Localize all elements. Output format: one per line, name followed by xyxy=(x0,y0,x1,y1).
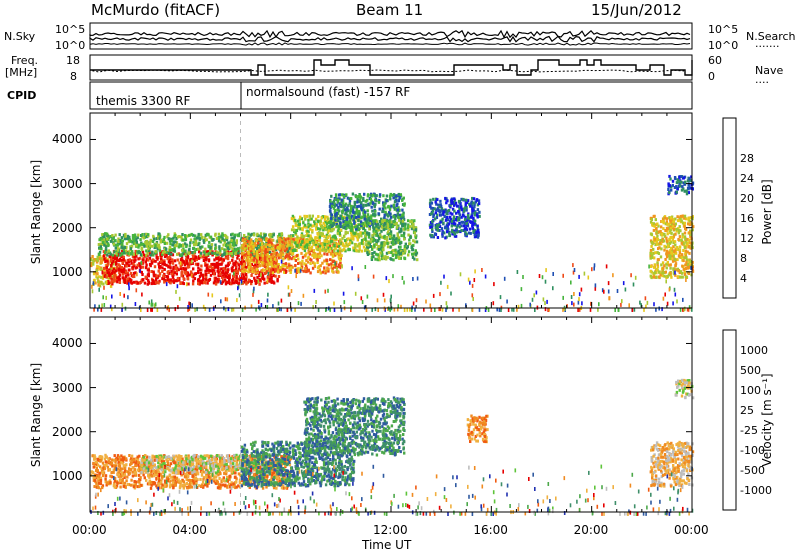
cpid-mode-2: normalsound (fast) -157 RF xyxy=(246,85,411,99)
power-y-axis-label: Slant Range [km] xyxy=(29,160,43,264)
colorbar-tick-label: 16 xyxy=(740,212,754,225)
noise-tick-bottom-right: 10^0 xyxy=(708,39,739,52)
y-tick-label: 3000 xyxy=(52,176,83,191)
nave-label: Nave xyxy=(755,64,784,77)
power-region-6 xyxy=(366,218,419,262)
colorbar-tick-label: 25 xyxy=(740,404,754,417)
colorbar-tick-label: -100 xyxy=(740,444,765,457)
y-tick-label: 2000 xyxy=(52,424,83,439)
freq-tick-bottom: 8 xyxy=(70,70,77,83)
y-tick-label: 1000 xyxy=(52,264,83,279)
colorbar-tick-label: 24 xyxy=(740,172,754,185)
date-title: 15/Jun/2012 xyxy=(591,1,682,19)
y-tick-label: 1000 xyxy=(52,468,83,483)
power-colorbar-label: Power [dB] xyxy=(760,179,774,244)
colorbar-tick-label: 20 xyxy=(740,192,754,205)
velocity-heatmap xyxy=(90,317,695,516)
nave-tick-bottom: 0 xyxy=(708,70,715,83)
velocity-colorbar xyxy=(722,329,737,511)
x-tick-label: 00:00 xyxy=(674,523,709,537)
colorbar-tick-label: -25 xyxy=(740,424,758,437)
cpid-panel xyxy=(89,81,693,110)
noise-tick-top-left: 10^5 xyxy=(55,23,86,36)
colorbar-tick-label: 8 xyxy=(740,252,747,265)
power-near-range-speckle xyxy=(91,259,694,312)
colorbar-tick-label: 4 xyxy=(740,272,747,285)
nave-dots: ···· xyxy=(755,76,769,89)
y-tick-label: 2000 xyxy=(52,220,83,235)
power-region-7 xyxy=(428,196,481,240)
y-tick-label: 3000 xyxy=(52,380,83,395)
axis-ticks xyxy=(89,113,693,512)
velocity-y-axis-label: Slant Range [km] xyxy=(29,363,43,467)
x-tick-label: 16:00 xyxy=(473,523,508,537)
freq-unit-label: [MHz] xyxy=(5,66,38,79)
x-axis-label: Time UT xyxy=(362,538,412,552)
colorbar-tick-label: 28 xyxy=(740,152,754,165)
velocity-region-3 xyxy=(303,396,406,457)
x-tick-label: 20:00 xyxy=(573,523,609,537)
colorbar-tick-label: 12 xyxy=(740,232,754,245)
nsearch-dots: ······· xyxy=(755,40,780,53)
beam-title: Beam 11 xyxy=(356,1,424,19)
cpid-mode-1: themis 3300 RF xyxy=(96,94,191,108)
frequency-panel xyxy=(89,54,693,81)
power-region-8 xyxy=(649,214,695,280)
colorbar-tick-label: 1000 xyxy=(740,344,768,357)
freq-tick-top: 18 xyxy=(66,54,80,67)
freq-label: Freq. xyxy=(11,54,39,67)
velocity-colorbar-label: Velocity [m s⁻¹] xyxy=(760,373,774,466)
x-tick-label: 08:00 xyxy=(272,523,308,537)
nave-tick-top: 60 xyxy=(708,54,722,67)
nsky-label: N.Sky xyxy=(4,30,36,43)
noise-tick-top-right: 10^5 xyxy=(708,23,739,36)
nsearch-label: N.Search xyxy=(746,30,796,43)
x-tick-label: 00:00 xyxy=(72,523,107,537)
velocity-region-5 xyxy=(649,440,695,488)
noise-tick-bottom-left: 10^0 xyxy=(55,39,86,52)
colorbar-tick-label: -500 xyxy=(740,464,765,477)
x-tick-label: 04:00 xyxy=(172,523,207,537)
y-tick-label: 4000 xyxy=(52,132,83,147)
station-title: McMurdo (fitACF) xyxy=(91,1,221,19)
velocity-region-4 xyxy=(466,414,489,444)
colorbar-tick-label: -1000 xyxy=(740,484,772,497)
power-colorbar xyxy=(722,117,737,299)
y-tick-label: 4000 xyxy=(52,336,83,351)
cpid-label: CPID xyxy=(7,89,37,102)
colorbar-tick-label: 500 xyxy=(740,364,761,377)
colorbar-tick-label: 100 xyxy=(740,384,761,397)
power-heatmap xyxy=(90,113,695,312)
noise-panel xyxy=(89,22,693,50)
x-tick-label: 12:00 xyxy=(373,523,408,537)
